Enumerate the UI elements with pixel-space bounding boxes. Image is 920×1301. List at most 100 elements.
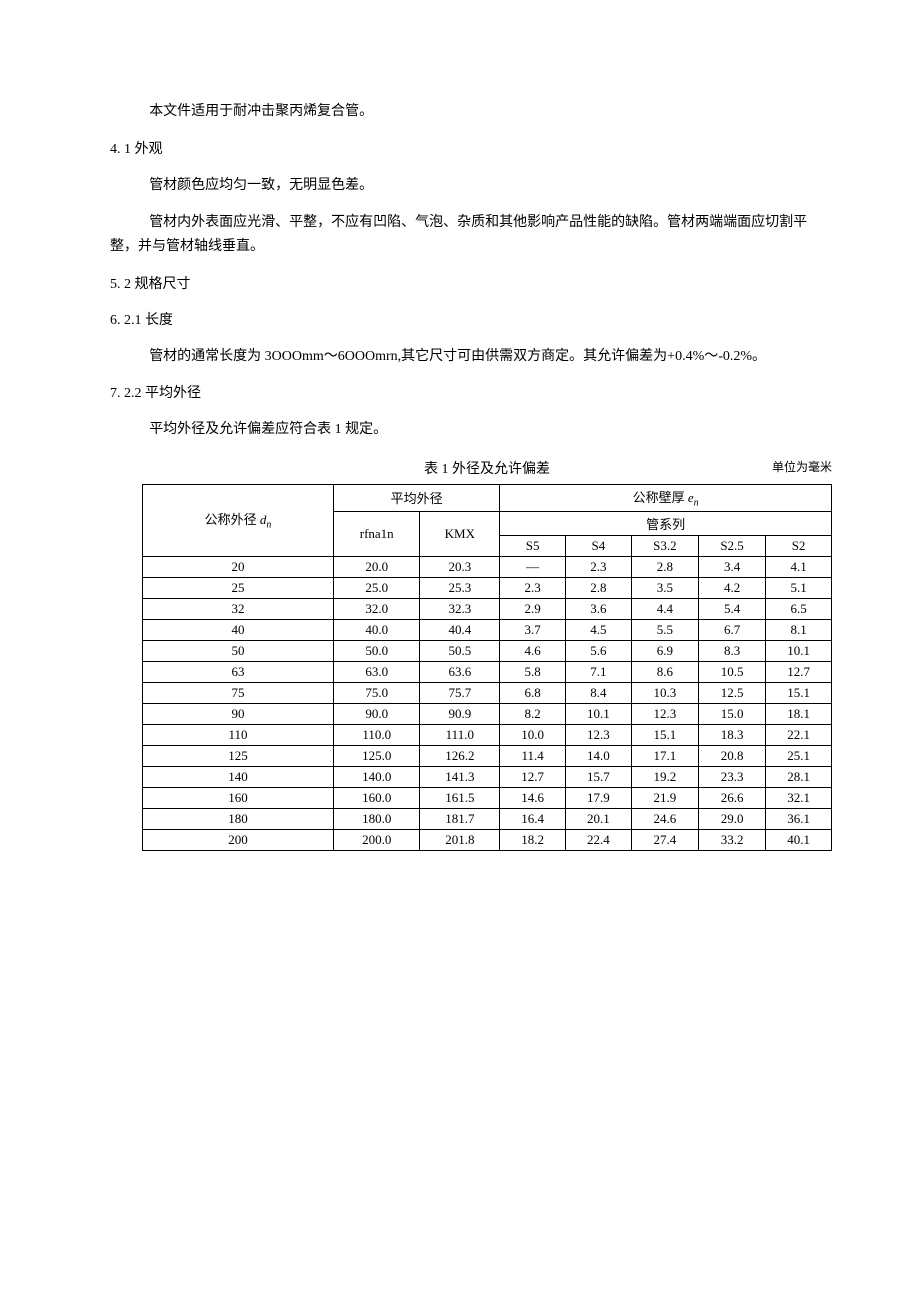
cell-s2: 40.1 [766,829,832,850]
cell-max: 32.3 [420,598,500,619]
heading-6: 6. 2.1 长度 [110,309,810,333]
cell-max: 40.4 [420,619,500,640]
cell-s2: 6.5 [766,598,832,619]
header-row-1: 公称外径 dn 平均外径 公称壁厚 en [143,484,832,511]
cell-s25: 23.3 [698,766,765,787]
cell-s32: 27.4 [631,829,698,850]
cell-max: 90.9 [420,703,500,724]
table-row: 140140.0141.312.715.719.223.328.1 [143,766,832,787]
cell-s32: 24.6 [631,808,698,829]
table-row: 180180.0181.716.420.124.629.036.1 [143,808,832,829]
cell-s32: 4.4 [631,598,698,619]
cell-s32: 10.3 [631,682,698,703]
cell-max: 141.3 [420,766,500,787]
table-row: 2020.020.3—2.32.83.44.1 [143,556,832,577]
th-s4: S4 [566,535,632,556]
table-row: 7575.075.76.88.410.312.515.1 [143,682,832,703]
cell-s5: 12.7 [500,766,566,787]
cell-s4: 14.0 [566,745,632,766]
cell-dn: 32 [143,598,334,619]
table-row: 3232.032.32.93.64.45.46.5 [143,598,832,619]
cell-s4: 3.6 [566,598,632,619]
heading-4: 4. 1 外观 [110,138,810,162]
table-row: 6363.063.65.87.18.610.512.7 [143,661,832,682]
intro-paragraph: 本文件适用于耐冲击聚丙烯复合管。 [110,100,810,124]
cell-s4: 2.8 [566,577,632,598]
cell-min: 140.0 [334,766,420,787]
cell-s25: 4.2 [698,577,765,598]
cell-s5: 4.6 [500,640,566,661]
cell-dn: 50 [143,640,334,661]
th-s32: S3.2 [631,535,698,556]
table-title: 表 1 外径及允许偏差 [424,458,550,478]
cell-s5: 8.2 [500,703,566,724]
th-en: 公称壁厚 en [500,484,832,511]
cell-s25: 5.4 [698,598,765,619]
paragraph-4b: 管材内外表面应光滑、平整，不应有凹陷、气泡、杂质和其他影响产品性能的缺陷。管材两… [110,211,810,259]
cell-s25: 18.3 [698,724,765,745]
th-s25: S2.5 [698,535,765,556]
cell-s4: 17.9 [566,787,632,808]
table-row: 9090.090.98.210.112.315.018.1 [143,703,832,724]
cell-max: 161.5 [420,787,500,808]
spec-table: 公称外径 dn 平均外径 公称壁厚 en rfna1n KMX 管系列 S5 S… [142,484,832,851]
table-row: 125125.0126.211.414.017.120.825.1 [143,745,832,766]
cell-s4: 2.3 [566,556,632,577]
cell-s32: 3.5 [631,577,698,598]
cell-s32: 15.1 [631,724,698,745]
heading-5: 5. 2 规格尺寸 [110,273,810,297]
cell-s2: 12.7 [766,661,832,682]
cell-s25: 10.5 [698,661,765,682]
cell-max: 201.8 [420,829,500,850]
cell-min: 20.0 [334,556,420,577]
cell-s25: 3.4 [698,556,765,577]
paragraph-4a: 管材颜色应均匀一致，无明显色差。 [110,174,810,198]
th-s2: S2 [766,535,832,556]
cell-s5: 11.4 [500,745,566,766]
cell-s5: 18.2 [500,829,566,850]
th-series: 管系列 [500,511,832,535]
cell-min: 110.0 [334,724,420,745]
table-unit: 单位为毫米 [772,458,832,475]
cell-s4: 8.4 [566,682,632,703]
cell-s2: 10.1 [766,640,832,661]
cell-s2: 32.1 [766,787,832,808]
cell-s4: 5.6 [566,640,632,661]
cell-max: 25.3 [420,577,500,598]
cell-s4: 4.5 [566,619,632,640]
cell-s5: 16.4 [500,808,566,829]
cell-s2: 8.1 [766,619,832,640]
th-avg-od: 平均外径 [334,484,500,511]
cell-s32: 2.8 [631,556,698,577]
cell-s4: 7.1 [566,661,632,682]
cell-min: 32.0 [334,598,420,619]
cell-min: 75.0 [334,682,420,703]
cell-s25: 26.6 [698,787,765,808]
cell-s4: 12.3 [566,724,632,745]
cell-s25: 29.0 [698,808,765,829]
th-kmx: KMX [420,511,500,556]
cell-s32: 12.3 [631,703,698,724]
th-rfna1n: rfna1n [334,511,420,556]
cell-s5: 14.6 [500,787,566,808]
cell-min: 63.0 [334,661,420,682]
cell-s25: 15.0 [698,703,765,724]
cell-s32: 17.1 [631,745,698,766]
cell-s5: 3.7 [500,619,566,640]
th-dn: 公称外径 dn [143,484,334,556]
cell-s5: 10.0 [500,724,566,745]
cell-min: 125.0 [334,745,420,766]
cell-s25: 6.7 [698,619,765,640]
table-row: 110110.0111.010.012.315.118.322.1 [143,724,832,745]
cell-s2: 28.1 [766,766,832,787]
cell-s5: 5.8 [500,661,566,682]
cell-max: 63.6 [420,661,500,682]
cell-max: 50.5 [420,640,500,661]
cell-s25: 20.8 [698,745,765,766]
cell-dn: 63 [143,661,334,682]
cell-s4: 15.7 [566,766,632,787]
cell-min: 50.0 [334,640,420,661]
cell-dn: 25 [143,577,334,598]
paragraph-7: 平均外径及允许偏差应符合表 1 规定。 [110,418,810,442]
cell-min: 160.0 [334,787,420,808]
